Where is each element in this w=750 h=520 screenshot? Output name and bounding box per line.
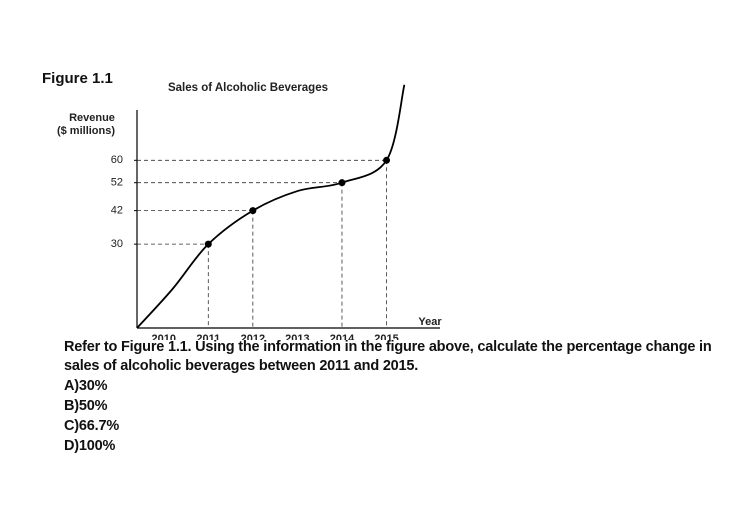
revenue-curve [136, 84, 406, 329]
chart: Sales of Alcoholic Beverages Revenue ($ … [57, 82, 442, 340]
option: B)50% [64, 398, 108, 414]
data-point [204, 240, 212, 248]
option: C)66.7% [64, 418, 120, 434]
question-block: Refer to Figure 1.1. Using the informati… [64, 338, 724, 456]
x-tick-label: 2013 [285, 333, 309, 340]
y-tick-label: 42 [111, 205, 123, 217]
x-tick-label: 2011 [196, 333, 220, 340]
x-tick-label: 2010 [151, 333, 175, 340]
figure-label: Figure 1.1 [42, 70, 113, 87]
x-tick-label: 2014 [330, 333, 355, 340]
chart-title: Sales of Alcoholic Beverages [168, 82, 328, 94]
data-point [249, 207, 257, 215]
y-axis-label: ($ millions) [57, 125, 115, 137]
y-tick-label: 30 [111, 238, 123, 250]
x-tick-label: 2012 [241, 333, 265, 340]
data-point [383, 156, 391, 164]
option: D)100% [64, 438, 116, 454]
y-tick-label: 52 [111, 177, 123, 189]
y-axis-label: Revenue [69, 112, 115, 124]
x-tick-label: 2015 [374, 333, 398, 340]
x-axis-label: Year [418, 316, 442, 328]
question: Refer to Figure 1.1. Using the informati… [64, 339, 712, 374]
y-tick-label: 60 [111, 154, 123, 166]
option: A)30% [64, 378, 108, 394]
options: A)30% B)50% C)66.7% D)100% [64, 376, 724, 456]
data-point [338, 179, 346, 187]
